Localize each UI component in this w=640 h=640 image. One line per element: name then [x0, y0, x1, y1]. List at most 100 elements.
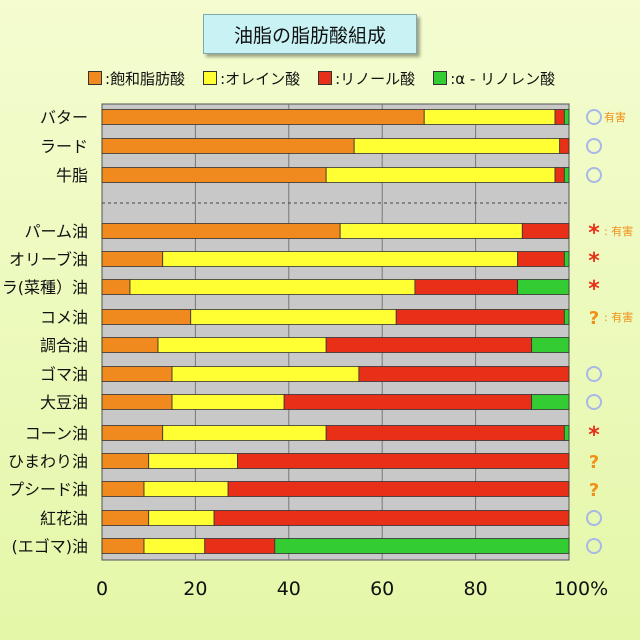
legend-item-linoleic: :リノール酸	[318, 68, 415, 89]
asterisk-marker: *	[588, 221, 600, 246]
bar-segment	[237, 453, 570, 469]
annotation-text: : 有害	[604, 224, 633, 238]
annotation-text: : 有害	[604, 310, 633, 324]
question-marker: ?	[589, 452, 599, 473]
bar-segment	[517, 251, 565, 267]
bar-segment	[563, 109, 570, 125]
bar-segment	[143, 538, 206, 554]
asterisk-marker: *	[588, 423, 600, 448]
bar-segment	[283, 394, 533, 410]
bar-segment	[101, 538, 145, 554]
bar-segment	[148, 510, 215, 526]
category-label: ラ(菜種）油	[2, 278, 88, 297]
bar-segment	[227, 481, 570, 497]
legend-item-oleic: :オレイン酸	[203, 68, 300, 89]
bar-segment	[101, 251, 164, 267]
bar-segment	[190, 309, 397, 325]
category-label: ラード	[40, 137, 88, 156]
bar-segment	[325, 425, 565, 441]
bar-segment	[101, 109, 425, 125]
legend-swatch-linoleic	[318, 71, 333, 85]
bar-segment	[563, 425, 570, 441]
legend-swatch-oleic	[203, 71, 218, 85]
bar-segment	[162, 425, 327, 441]
legend-swatch-saturated	[88, 71, 102, 85]
bar-segment	[101, 279, 131, 295]
bar-segment	[101, 167, 327, 183]
annotation-text: 有害	[604, 110, 626, 124]
bar-segment	[521, 223, 570, 239]
bar-segment	[554, 167, 565, 183]
bar-segment	[143, 481, 229, 497]
chart-title: 油脂の脂肪酸組成	[203, 14, 417, 54]
circle-marker	[586, 138, 602, 154]
bar-segment	[171, 394, 285, 410]
category-label: (エゴマ)油	[12, 537, 89, 556]
bar-segment	[129, 279, 416, 295]
bar-segment	[325, 337, 533, 353]
asterisk-marker: *	[588, 249, 600, 274]
x-tick-label: 60	[370, 578, 394, 600]
bar-segment	[531, 394, 570, 410]
legend-item-alpha-linolenic: :α - リノレン酸	[433, 68, 555, 89]
category-label: パーム油	[24, 222, 88, 241]
bar-segment	[101, 337, 159, 353]
bar-segment	[563, 251, 570, 267]
legend-label-alpha-linolenic: :α - リノレン酸	[450, 69, 556, 88]
bar-segment	[101, 309, 192, 325]
circle-marker	[586, 366, 602, 382]
bar-segment	[395, 309, 565, 325]
bar-segment	[554, 109, 565, 125]
category-label: バター	[40, 108, 88, 127]
asterisk-marker: *	[588, 277, 600, 302]
bar-segment	[531, 337, 570, 353]
category-label: ゴマ油	[40, 365, 88, 384]
bar-segment	[339, 223, 523, 239]
question-marker: ?	[589, 480, 599, 501]
category-label: オリーブ油	[9, 250, 88, 269]
legend-label-saturated: :飽和脂肪酸	[105, 69, 186, 88]
bar-segment	[563, 167, 570, 183]
category-label: 牛脂	[56, 166, 88, 185]
bar-segment	[353, 138, 561, 154]
circle-marker	[586, 538, 602, 554]
legend-swatch-alpha-linolenic	[433, 71, 448, 85]
category-label: 調合油	[40, 336, 88, 355]
bar-segment	[563, 309, 570, 325]
circle-marker	[586, 510, 602, 526]
category-label: 紅花油	[40, 509, 88, 528]
bar-segment	[414, 279, 519, 295]
bar-segment	[162, 251, 519, 267]
circle-marker	[586, 109, 602, 125]
category-label: プシード油	[8, 480, 88, 499]
bar-segment	[358, 366, 570, 382]
x-tick-label: 0	[96, 578, 108, 600]
bar-segment	[101, 394, 173, 410]
legend-label-oleic: :オレイン酸	[220, 69, 301, 88]
bar-segment	[204, 538, 276, 554]
x-tick-label: 80	[464, 578, 488, 600]
circle-marker	[586, 167, 602, 183]
category-label: ひまわり油	[8, 452, 88, 471]
bar-segment	[101, 223, 341, 239]
question-marker: ?	[589, 308, 599, 329]
bar-segment	[325, 167, 556, 183]
legend-item-saturated: :飽和脂肪酸	[88, 68, 185, 89]
bar-segment	[101, 453, 150, 469]
x-tick-label: 20	[183, 578, 207, 600]
bar-segment	[101, 138, 355, 154]
bar-segment	[101, 366, 173, 382]
x-tick-label: 40	[277, 578, 301, 600]
bar-segment	[213, 510, 570, 526]
circle-marker	[586, 394, 602, 410]
bar-segment	[517, 279, 570, 295]
category-label: コメ油	[40, 308, 88, 327]
x-tick-label: 100%	[554, 578, 608, 600]
bar-segment	[101, 510, 150, 526]
bar-segment	[101, 425, 164, 441]
bar-segment	[423, 109, 556, 125]
legend-label-linoleic: :リノール酸	[335, 69, 416, 88]
category-label: 大豆油	[40, 393, 88, 412]
bar-segment	[101, 481, 145, 497]
